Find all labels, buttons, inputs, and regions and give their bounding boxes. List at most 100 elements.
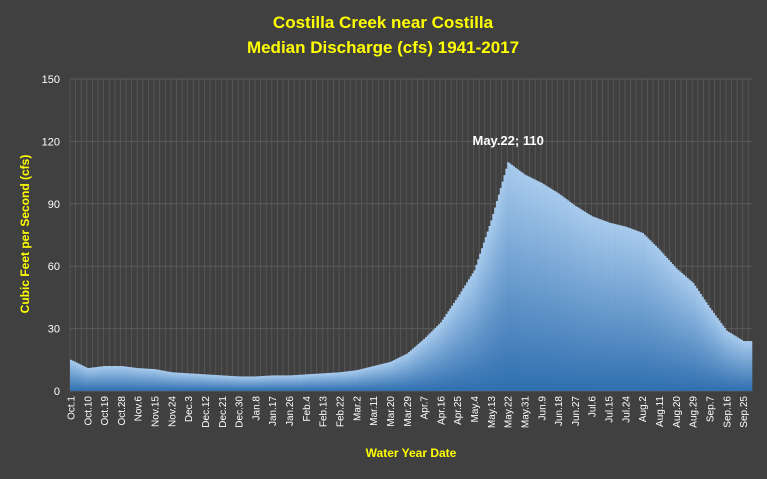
discharge-bar	[378, 364, 381, 391]
x-axis-title: Water Year Date	[366, 446, 457, 460]
chart-subtitle: Median Discharge (cfs) 1941-2017	[247, 38, 519, 57]
discharge-bar	[445, 314, 448, 391]
discharge-bar	[725, 330, 729, 391]
discharge-bar	[311, 374, 314, 391]
discharge-bar	[208, 374, 211, 391]
discharge-bar	[516, 169, 519, 391]
discharge-bar	[172, 372, 175, 391]
discharge-bar	[380, 364, 383, 391]
discharge-bar	[561, 196, 564, 391]
discharge-bar	[174, 372, 177, 391]
x-tick-label: Mar.11	[369, 396, 380, 426]
discharge-bar	[355, 370, 359, 391]
y-tick-label: 60	[48, 261, 60, 273]
discharge-bar	[180, 372, 183, 391]
discharge-bar	[159, 370, 162, 391]
discharge-bar	[699, 293, 702, 391]
x-tick-label: May.31	[520, 396, 531, 428]
discharge-bar	[389, 361, 392, 391]
discharge-bar	[466, 282, 469, 391]
discharge-bar	[507, 162, 510, 391]
discharge-bar	[413, 347, 416, 391]
discharge-bar	[365, 367, 368, 391]
discharge-bar	[129, 367, 132, 391]
x-tick-label: Mar.20	[386, 396, 397, 427]
discharge-bar	[649, 240, 652, 391]
discharge-bar	[75, 362, 78, 391]
discharge-bar	[486, 231, 489, 391]
discharge-bar	[372, 366, 375, 391]
discharge-bar	[550, 188, 553, 391]
discharge-bar	[137, 368, 140, 391]
discharge-bar	[316, 373, 319, 391]
discharge-bar	[107, 366, 110, 391]
discharge-bar	[574, 205, 577, 391]
discharge-bar	[632, 229, 635, 391]
discharge-bar	[623, 226, 626, 391]
discharge-bar	[283, 375, 286, 391]
discharge-bar	[101, 366, 104, 391]
discharge-bar	[451, 305, 454, 391]
discharge-bar	[654, 245, 658, 391]
discharge-bar	[611, 223, 615, 391]
discharge-bar	[750, 341, 753, 391]
discharge-bar	[331, 372, 334, 391]
discharge-bar	[748, 341, 751, 391]
discharge-bar	[299, 374, 302, 391]
discharge-bar	[609, 222, 613, 391]
discharge-bar	[213, 374, 217, 391]
discharge-bar	[124, 366, 127, 391]
discharge-bar	[297, 374, 301, 391]
discharge-bar	[529, 177, 532, 391]
x-tick-label: Oct.19	[100, 396, 111, 426]
discharge-bar	[290, 375, 293, 391]
discharge-bar	[204, 374, 207, 391]
discharge-bar	[589, 215, 592, 391]
discharge-bar	[537, 181, 540, 391]
discharge-bar	[421, 340, 424, 391]
discharge-bar	[367, 367, 370, 391]
x-tick-label: Jan.17	[268, 396, 279, 426]
discharge-bar	[669, 262, 672, 391]
discharge-bar	[559, 194, 562, 391]
x-tick-label: Mar.29	[403, 396, 414, 427]
discharge-bar	[690, 281, 693, 391]
discharge-bar	[387, 362, 390, 391]
discharge-bar	[118, 366, 121, 391]
x-tick-label: Jun.18	[554, 396, 565, 426]
discharge-bar	[212, 374, 215, 391]
x-tick-label: Jan.8	[251, 396, 262, 421]
discharge-bar	[621, 225, 624, 391]
discharge-bar	[475, 264, 478, 391]
discharge-bar	[555, 192, 558, 391]
discharge-bar	[467, 279, 471, 391]
discharge-bar	[359, 369, 362, 391]
discharge-bar	[568, 201, 572, 391]
discharge-bar	[723, 328, 727, 391]
discharge-bar	[210, 374, 213, 391]
discharge-bar	[133, 367, 136, 391]
discharge-bar	[292, 375, 295, 391]
discharge-bar	[596, 218, 600, 391]
discharge-bar	[548, 187, 551, 391]
discharge-bar	[684, 276, 687, 391]
discharge-bar	[307, 374, 310, 391]
x-tick-label: Nov.24	[167, 396, 178, 427]
discharge-bar	[567, 200, 570, 391]
discharge-bar	[303, 374, 306, 391]
discharge-bar	[434, 327, 437, 391]
chart-title: Costilla Creek near Costilla	[273, 13, 494, 32]
discharge-bar	[464, 285, 467, 391]
discharge-bar	[268, 375, 271, 391]
discharge-bar	[716, 317, 719, 391]
discharge-bar	[591, 216, 594, 391]
discharge-bar	[606, 221, 609, 391]
discharge-bar	[254, 376, 258, 391]
discharge-bar	[600, 219, 603, 391]
discharge-bar	[496, 201, 499, 391]
discharge-bar	[619, 225, 622, 391]
discharge-bar	[206, 374, 209, 391]
discharge-bar	[742, 341, 745, 391]
discharge-bar	[305, 374, 308, 391]
discharge-bar	[744, 341, 747, 391]
